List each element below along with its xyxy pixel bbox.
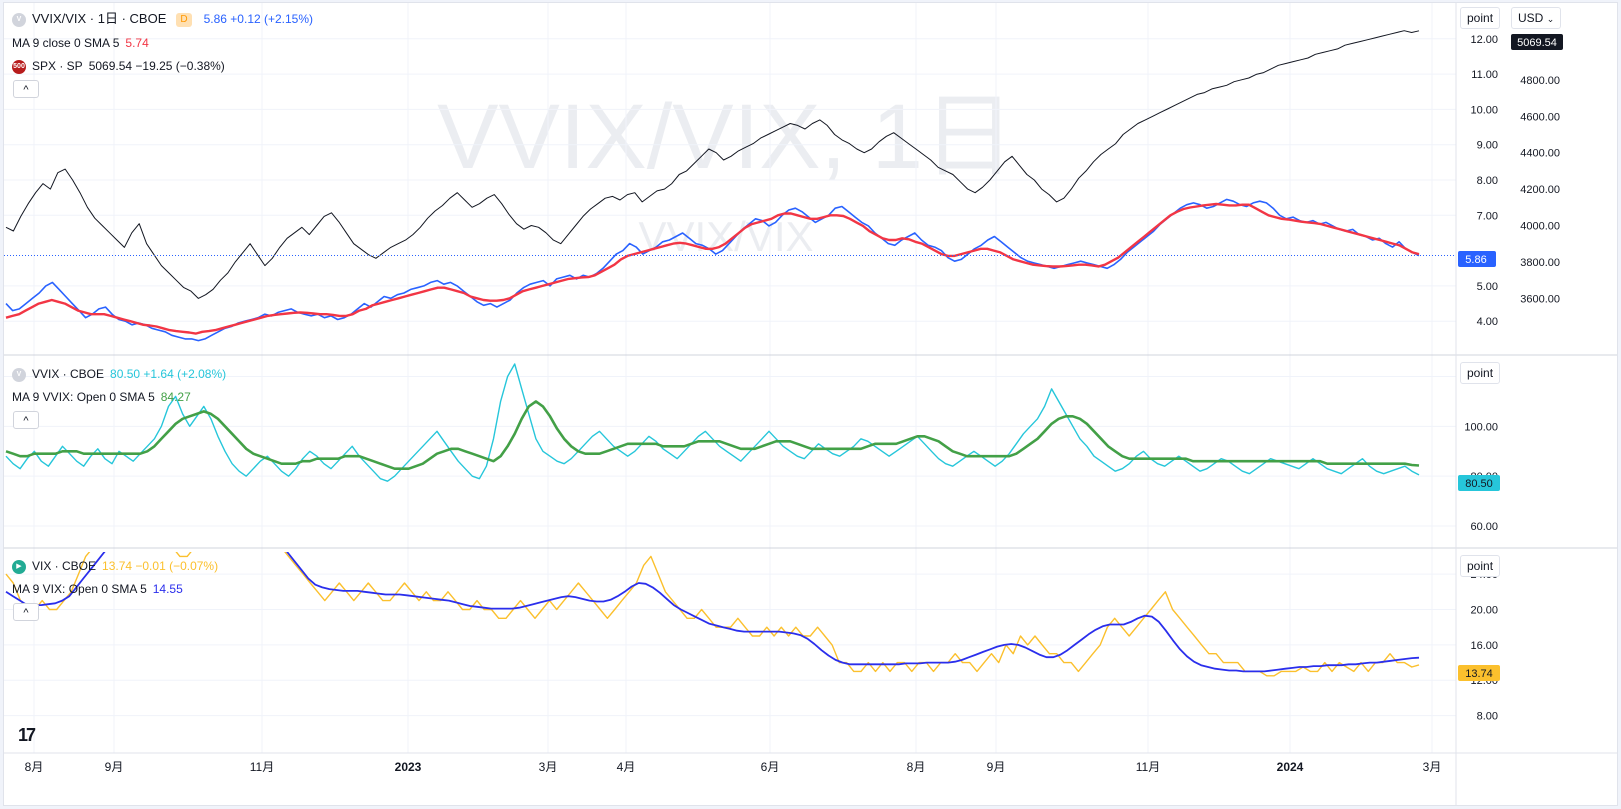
vix-ma-label: MA 9 VIX: Open 0 SMA 5 <box>12 582 147 596</box>
ratio-last-value-box <box>1458 251 1496 267</box>
vvix-last-value-box <box>1458 475 1500 491</box>
ratio-quote: 5.86 +0.12 (+2.15%) <box>203 12 314 26</box>
vix-ma-legend[interactable]: MA 9 VIX: Open 0 SMA 5 14.55 <box>12 581 183 597</box>
spx-y-tick-label: 4200.00 <box>1520 184 1560 196</box>
ratio-ma-legend[interactable]: MA 9 close 0 SMA 5 5.74 <box>12 35 149 51</box>
collapse-legend-button[interactable]: ^ <box>13 80 39 98</box>
x-tick-label: 2024 <box>1277 760 1304 774</box>
ratio-last-value-label: 5.86 <box>1465 254 1486 266</box>
x-tick-label: 3月 <box>539 760 558 774</box>
vvix-logo-icon: V <box>12 367 26 382</box>
x-tick-label: 9月 <box>987 760 1006 774</box>
vvix-ma-line <box>5 400 1420 470</box>
vix-last-value-box <box>1458 665 1500 681</box>
spx-y-tick-label: 4800.00 <box>1520 75 1560 87</box>
vix-logo-icon: ▶ <box>12 559 26 574</box>
x-tick-label: 9月 <box>105 760 124 774</box>
ratio-y-tick-label: 8.00 <box>1477 175 1498 187</box>
chart-canvas[interactable]: VVIX/VIX, 1日 VVIX/VIX 8月 9月 11月 2023 3月 4月 6月 8… <box>4 3 1618 806</box>
x-tick-label: 8月 <box>907 760 926 774</box>
scale-mode-button[interactable]: point <box>1460 362 1501 384</box>
vix-y-tick-label: 16.00 <box>1470 640 1498 652</box>
spx-symbol: SPX · SP <box>32 59 83 73</box>
symbol-logo-icon[interactable]: V <box>12 12 26 27</box>
watermark-sub: VVIX/VIX <box>638 213 813 260</box>
ratio-symbol[interactable]: VVIX/VIX · 1日 · CBOE <box>32 11 167 26</box>
x-tick-label: 11月 <box>1136 760 1160 774</box>
x-tick-label: 3月 <box>1423 760 1442 774</box>
vix-ma-value: 14.55 <box>152 582 183 596</box>
series-layer <box>4 30 1456 677</box>
spx-line <box>5 30 1420 299</box>
spx-y-tick-label: 4600.00 <box>1520 111 1560 123</box>
spx-y-tick-label: 4400.00 <box>1520 148 1560 160</box>
spx-y-tick-label: 3600.00 <box>1520 293 1560 305</box>
spx-last-value-label: 5069.54 <box>1517 37 1557 49</box>
ratio-y-tick-label: 11.00 <box>1471 69 1498 81</box>
ratio-y-tick-label: 7.00 <box>1477 210 1498 222</box>
spx-quote: 5069.54 −19.25 (−0.38%) <box>88 59 225 73</box>
vvix-legend[interactable]: V VVIX · CBOE 80.50 +1.64 (+2.08%) <box>12 366 226 382</box>
vvix-quote: 80.50 +1.64 (+2.08%) <box>110 367 227 381</box>
scale-mode-button[interactable]: point <box>1460 555 1501 577</box>
vvix-symbol: VVIX · CBOE <box>32 367 105 381</box>
ratio-y-tick-label: 12.00 <box>1470 34 1498 46</box>
ratio-y-tick-label: 5.00 <box>1477 281 1498 293</box>
spx-legend[interactable]: 500 SPX · SP 5069.54 −19.25 (−0.38%) <box>12 58 225 74</box>
watermark-main: VVIX/VIX, 1日 <box>437 86 1015 188</box>
vvix-y-tick-label: 100.00 <box>1464 421 1498 433</box>
spx-y-tick-label: 4000.00 <box>1520 221 1560 233</box>
vix-quote: 13.74 −0.01 (−0.07%) <box>102 559 219 573</box>
collapse-legend-button[interactable]: ^ <box>13 603 39 621</box>
chevron-down-icon: ⌄ <box>1546 14 1555 24</box>
ratio-y-tick-label: 9.00 <box>1477 140 1498 152</box>
ratio-y-tick-label: 4.00 <box>1477 316 1498 328</box>
ratio-ma-value: 5.74 <box>125 36 149 50</box>
spx-y-tick-label: 3800.00 <box>1520 257 1560 269</box>
x-tick-label: 6月 <box>761 760 780 774</box>
vix-y-tick-label: 20.00 <box>1470 604 1498 616</box>
x-tick-label: 2023 <box>395 760 422 774</box>
ratio-ma-label: MA 9 close 0 SMA 5 <box>12 36 120 50</box>
vvix-ma-value: 84.27 <box>160 390 191 404</box>
vix-legend[interactable]: ▶ VIX · CBOE 13.74 −0.01 (−0.07%) <box>12 558 218 574</box>
x-tick-label: 11月 <box>250 760 274 774</box>
vvix-ma-legend[interactable]: MA 9 VVIX: Open 0 SMA 5 84.27 <box>12 389 191 405</box>
vvix-y-tick-label: 60.00 <box>1470 521 1498 533</box>
vix-symbol: VIX · CBOE <box>32 559 97 573</box>
ratio-ma-line <box>5 202 1420 335</box>
grid-layer <box>4 3 1456 753</box>
spx-last-value-box <box>1511 34 1563 50</box>
vvix-ma-label: MA 9 VVIX: Open 0 SMA 5 <box>12 390 155 404</box>
spx-logo-icon: 500 <box>12 59 26 74</box>
x-tick-label: 8月 <box>25 760 44 774</box>
scale-mode-button[interactable]: point <box>1460 7 1501 29</box>
tradingview-logo-icon[interactable]: 17 <box>18 725 36 745</box>
chart-frame: VVIX/VIX, 1日 VVIX/VIX 8月 9月 11月 2023 3月 4月 6月 8… <box>3 2 1618 806</box>
vix-line <box>5 552 1420 677</box>
collapse-legend-button[interactable]: ^ <box>13 411 39 429</box>
currency-label: USD <box>1518 11 1544 25</box>
x-tick-label: 4月 <box>617 760 636 774</box>
vix-y-tick-label: 8.00 <box>1477 711 1498 723</box>
timeframe-badge[interactable]: D <box>176 12 192 27</box>
ratio-legend: V VVIX/VIX · 1日 · CBOE D 5.86 +0.12 (+2.15%… <box>12 11 313 27</box>
currency-button[interactable]: USD ⌄ <box>1511 7 1562 29</box>
vix-last-value-label: 13.74 <box>1465 668 1493 680</box>
vix-ma-line <box>5 552 1420 673</box>
ratio-y-tick-label: 10.00 <box>1470 104 1498 116</box>
vvix-last-value-label: 80.50 <box>1465 478 1493 490</box>
